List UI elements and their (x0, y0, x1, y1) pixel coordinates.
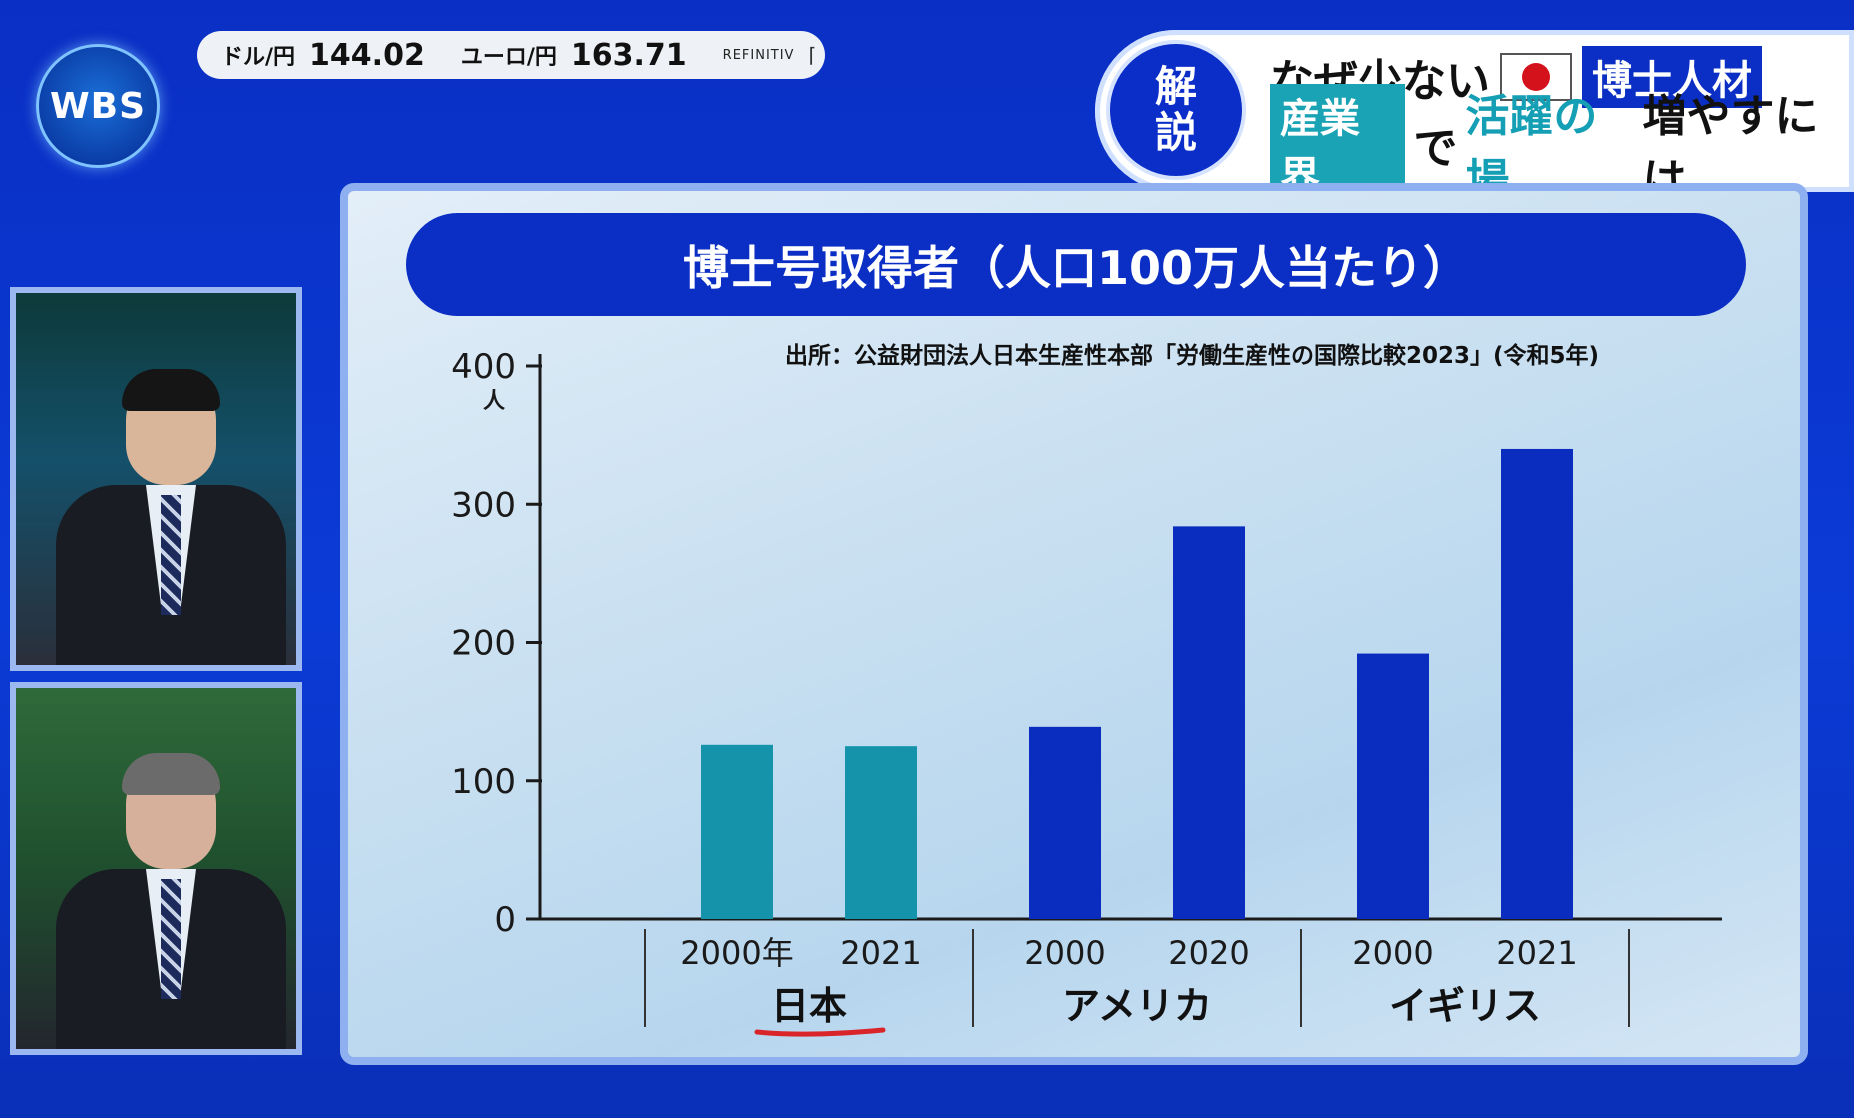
group-label: イギリス (1389, 984, 1541, 1028)
category-label: 2020 (1168, 934, 1249, 972)
headline-chip1: 博士人材 (1582, 46, 1762, 108)
headline-de: で (1413, 123, 1458, 174)
headline-accent: 活躍の場 (1465, 91, 1598, 206)
y-tick-label: 200 (451, 624, 516, 664)
category-label: 2021 (1496, 934, 1577, 972)
camera-feed-commentator (10, 682, 302, 1055)
badge-line2: 説 (1154, 108, 1197, 157)
usd-label: ドル/円 (221, 45, 296, 70)
presenter-figure (56, 369, 286, 665)
bar (845, 746, 917, 919)
chart-title: 博士号取得者（人口100万人当たり） (406, 213, 1746, 316)
ticker-source: REFINITIV (722, 47, 795, 63)
camera-feed-presenter (10, 287, 302, 671)
bar (701, 744, 773, 919)
y-tick-label: 0 (494, 900, 516, 940)
badge-line1: 解 (1154, 61, 1197, 111)
refinitiv-icon: ⌈ (808, 43, 817, 67)
bar (1501, 448, 1573, 919)
chart-source: 出所：公益財団法人日本生産性本部「労働生産性の国際比較2023」(令和5年) (785, 343, 1600, 369)
japan-flag-icon (1500, 53, 1572, 101)
group-label: アメリカ (1062, 984, 1212, 1028)
usd-value: 144.02 (309, 37, 425, 73)
bar (1029, 726, 1101, 919)
currency-ticker: ドル/円 144.02 ユーロ/円 163.71 REFINITIV ⌈ (197, 31, 825, 79)
eur-label: ユーロ/円 (460, 45, 557, 70)
category-label: 2000 (1024, 934, 1105, 972)
category-label: 2000 (1352, 934, 1433, 972)
y-tick-label: 400 (451, 347, 516, 387)
japan-underline (754, 1027, 886, 1037)
logo-text: WBS (49, 85, 147, 127)
category-label: 2021 (840, 934, 921, 972)
y-tick-label: 100 (451, 762, 516, 802)
eur-value: 163.71 (570, 37, 687, 73)
wbs-logo: WBS (36, 44, 160, 168)
y-tick-label: 300 (451, 485, 516, 525)
group-label: 日本 (771, 984, 847, 1028)
commentator-figure (56, 753, 286, 1049)
kaisetsu-badge: 解 説 (1106, 40, 1246, 180)
category-label: 2000年 (680, 934, 793, 972)
y-unit-label: 人 (483, 389, 505, 414)
bar (1173, 526, 1245, 919)
bar (1357, 653, 1429, 919)
